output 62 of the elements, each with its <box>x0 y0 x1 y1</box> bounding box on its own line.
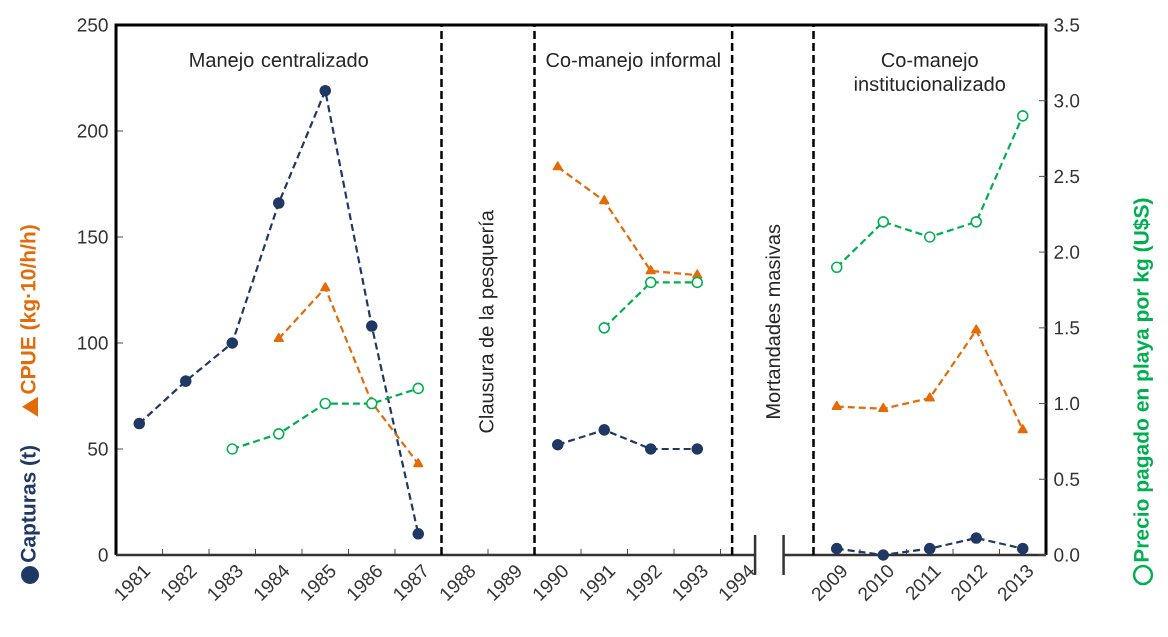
point <box>691 443 704 455</box>
point <box>1016 110 1029 122</box>
y2-tick-label: 2.0 <box>1054 245 1080 259</box>
point <box>365 397 378 410</box>
annotation: Clausura de la pesquería <box>478 210 498 433</box>
y-tick-label: 150 <box>78 230 108 244</box>
point <box>971 324 982 334</box>
point <box>830 542 843 555</box>
y2-tick-label: 3.0 <box>1054 93 1080 108</box>
point <box>272 428 285 440</box>
text: Precio pagado en playa por kg (U$S) <box>1132 198 1154 562</box>
point <box>365 320 378 332</box>
annotation: Manejo centralizado <box>190 52 368 72</box>
point <box>552 161 563 171</box>
point <box>877 216 890 228</box>
point <box>691 276 704 289</box>
point <box>831 400 842 410</box>
y-tick-label: 200 <box>77 124 108 138</box>
point <box>319 84 332 97</box>
point <box>133 417 146 430</box>
point <box>877 549 890 561</box>
point <box>1017 424 1028 434</box>
point <box>226 443 239 455</box>
text: CPUE (kg·10/h/h) <box>20 225 40 394</box>
y2-tick-label: 1.5 <box>1054 321 1080 335</box>
point <box>645 265 656 275</box>
annotation: Co-manejo informal <box>546 52 720 72</box>
point <box>970 216 983 228</box>
point <box>413 458 424 468</box>
y-tick-label: 0 <box>98 548 108 562</box>
point <box>830 261 843 274</box>
y2-tick-label: 1.0 <box>1054 396 1080 411</box>
point <box>644 443 657 455</box>
point <box>179 375 192 387</box>
y-tick-label: 250 <box>77 18 108 32</box>
point <box>551 438 564 451</box>
annotation: Co-manejo institucionalizado <box>854 52 1006 92</box>
text: Capturas (t) <box>20 446 40 562</box>
point <box>320 282 331 292</box>
point <box>412 382 425 395</box>
point <box>599 195 610 205</box>
point <box>273 332 284 343</box>
point <box>412 527 425 540</box>
point <box>598 424 611 436</box>
point <box>923 231 936 243</box>
point <box>598 322 611 334</box>
point <box>923 542 936 555</box>
y-tick-label: 50 <box>88 442 108 456</box>
y2-tick-label: 3.5 <box>1054 18 1080 32</box>
point <box>319 397 332 410</box>
y-tick-label: 100 <box>78 336 108 350</box>
y2-tick-label: 0.0 <box>1054 548 1080 562</box>
y2-tick-label: 0.5 <box>1054 472 1080 486</box>
point <box>1016 542 1029 555</box>
point <box>924 392 935 402</box>
y2-tick-label: 2.5 <box>1054 169 1080 184</box>
point <box>226 337 239 349</box>
point <box>878 402 889 413</box>
point <box>970 532 983 544</box>
point <box>644 276 657 289</box>
annotation: Mortandades masivas <box>765 224 781 418</box>
point <box>272 197 285 209</box>
